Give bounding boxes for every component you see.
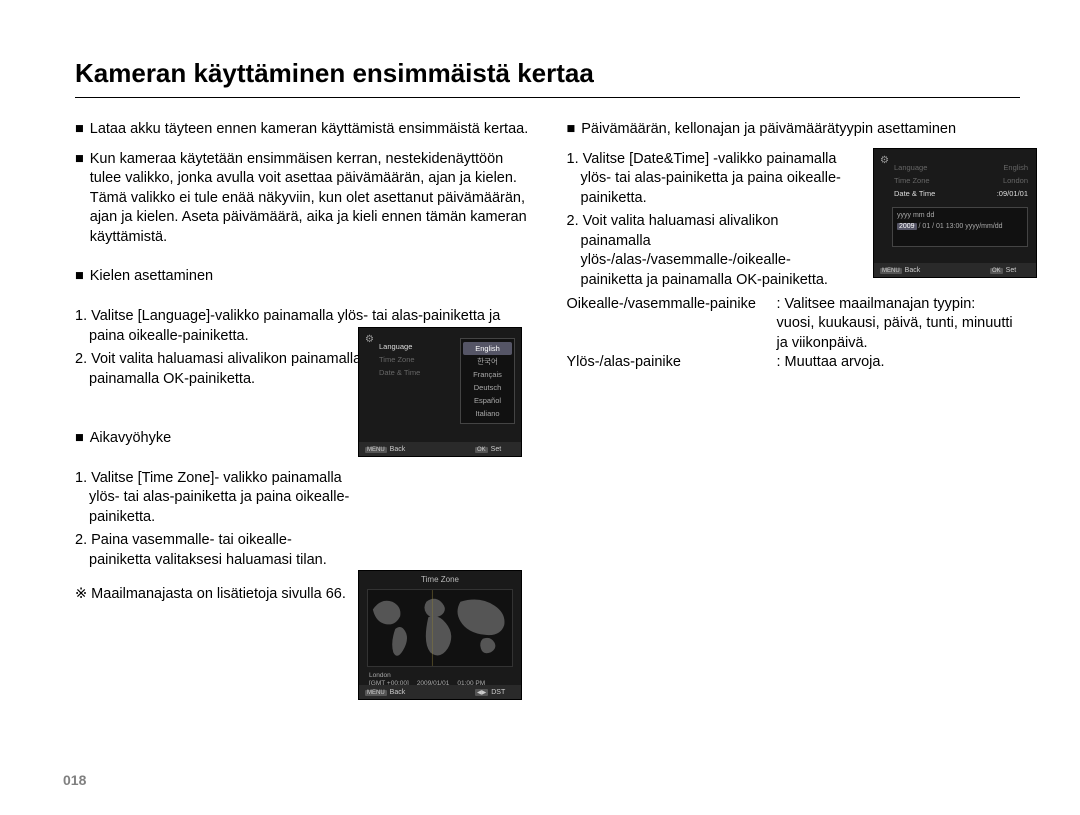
lcd-lang-option: English — [463, 342, 512, 355]
lcd-dt-menu-label: Date & Time — [894, 187, 935, 200]
lcd-footer-back: Back — [390, 689, 406, 696]
lcd-language-screenshot: ⚙ Language Time Zone Date & Time English… — [358, 327, 522, 457]
lcd-lang-menu-item: Date & Time — [379, 366, 449, 379]
lcd-dt-menu-item: Language English — [894, 161, 1028, 174]
lcd-dt-format: yyyy mm dd — [897, 212, 1023, 219]
rl-val2: vuosi, kuukausi, päivä, tunti, minuutti … — [777, 314, 1021, 353]
ud-val: : Muuttaa arvoja. — [777, 353, 1021, 373]
left-bullet-2: ■ Kun kameraa käytetään ensimmäisen kerr… — [75, 150, 529, 248]
lcd-datetime-screenshot: ⚙ Language English Time Zone London Date &… — [873, 148, 1037, 278]
lcd-dt-menu-label: Time Zone — [894, 174, 930, 187]
lcd-dt-menu-item: Time Zone London — [894, 174, 1028, 187]
lcd-footer-back: Back — [390, 446, 406, 453]
lcd-lang-dropdown: English 한국어 Français Deutsch Español Ita… — [460, 338, 515, 424]
ok-badge-icon: OK — [990, 268, 1003, 274]
lcd-lang-option: Español — [463, 394, 512, 407]
dt-steps-block: 1. Valitse [Date&Time] -valikko painamal… — [567, 150, 852, 291]
lcd-lang-option: Deutsch — [463, 381, 512, 394]
rl-key: Oikealle-/vasemmalle-painike — [567, 295, 777, 315]
rl-val1: : Valitsee maailmanajan tyypin: — [777, 295, 1021, 315]
rl-row: Oikealle-/vasemmalle-painike : Valitsee … — [567, 295, 1021, 315]
lcd-dt-value: 2009 / 01 / 01 13:00 yyyy/mm/dd — [897, 223, 1023, 230]
lcd-footer-back: Back — [905, 267, 921, 274]
page-number: 018 — [63, 772, 86, 788]
square-bullet-icon: ■ — [75, 150, 84, 248]
lcd-dt-year-highlight: 2009 — [897, 223, 917, 230]
arrows-badge-icon: ◀▶ — [475, 689, 488, 696]
lcd-dt-rest: / 01 / 01 13:00 yyyy/mm/dd — [919, 223, 1003, 230]
ud-row: Ylös-/alas-painike : Muuttaa arvoja. — [567, 353, 1021, 373]
lang-heading-row: ■ Kielen asettaminen — [75, 267, 529, 287]
tz-step-1: 1. Valitse [Time Zone]- valikko painamal… — [75, 469, 350, 528]
gear-icon: ⚙ — [880, 155, 889, 166]
tz-heading: Aikavyöhyke — [90, 429, 171, 449]
lcd-lang-option: Français — [463, 368, 512, 381]
lcd-tz-title: Time Zone — [359, 575, 521, 584]
lcd-dt-menu-value: English — [1003, 161, 1028, 174]
lcd-footer-dst: DST — [491, 689, 505, 696]
lcd-dt-menu-value: London — [1003, 174, 1028, 187]
ud-key: Ylös-/alas-painike — [567, 353, 777, 373]
dt-step-2: 2. Voit valita haluamasi alivalikon pain… — [567, 212, 852, 290]
lcd-dt-menulist: Language English Time Zone London Date & T… — [894, 161, 1028, 200]
ok-badge-icon: OK — [475, 447, 488, 453]
square-bullet-icon: ■ — [567, 120, 576, 140]
lcd-dt-menu-label: Language — [894, 161, 927, 174]
menu-badge-icon: MENU — [365, 690, 387, 696]
lcd-footer-set: Set — [491, 446, 502, 453]
lcd-lang-menu-item: Language — [379, 340, 449, 353]
left-bullet-1: ■ Lataa akku täyteen ennen kameran käytt… — [75, 120, 529, 140]
dt-step-1: 1. Valitse [Date&Time] -valikko painamal… — [567, 150, 852, 209]
lcd-dt-menu-value: :09/01/01 — [997, 187, 1028, 200]
dt-heading: Päivämäärän, kellonajan ja päivämäärätyy… — [581, 120, 956, 140]
menu-badge-icon: MENU — [880, 268, 902, 274]
rl-row-2: vuosi, kuukausi, päivä, tunti, minuutti … — [567, 314, 1021, 353]
lcd-dt-datebox: yyyy mm dd 2009 / 01 / 01 13:00 yyyy/mm/… — [892, 207, 1028, 247]
lcd-tz-footer: MENUBack ◀▶DST — [359, 685, 521, 699]
tz-step-2: 2. Paina vasemmalle- tai oikealle-painik… — [75, 531, 350, 570]
lcd-lang-option: 한국어 — [463, 355, 512, 368]
lcd-lang-menu-item: Time Zone — [379, 353, 449, 366]
lcd-dt-footer: MENUBack OKSet — [874, 263, 1036, 277]
lcd-timezone-screenshot: Time Zone London [GMT +00:00] 2009/01/01… — [358, 570, 522, 700]
square-bullet-icon: ■ — [75, 267, 84, 287]
left-p1: Lataa akku täyteen ennen kameran käyttäm… — [90, 120, 528, 140]
lcd-tz-city: London — [369, 672, 391, 679]
lcd-dt-menu-item: Date & Time :09/01/01 — [894, 187, 1028, 200]
dt-heading-row: ■ Päivämäärän, kellonajan ja päivämäärät… — [567, 120, 1021, 140]
gear-icon: ⚙ — [365, 334, 374, 345]
lcd-lang-menulist: Language Time Zone Date & Time — [379, 340, 449, 379]
rl-key-spacer — [567, 314, 777, 353]
page-title: Kameran käyttäminen ensimmäistä kertaa — [75, 58, 1020, 98]
square-bullet-icon: ■ — [75, 120, 84, 140]
square-bullet-icon: ■ — [75, 429, 84, 449]
world-map-icon — [368, 590, 512, 666]
tz-steps-block: 1. Valitse [Time Zone]- valikko painamal… — [75, 469, 529, 571]
left-p2: Kun kameraa käytetään ensimmäisen kerran… — [90, 150, 529, 248]
menu-badge-icon: MENU — [365, 447, 387, 453]
lang-heading: Kielen asettaminen — [90, 267, 213, 287]
lcd-footer-set: Set — [1006, 267, 1017, 274]
lcd-tz-worldmap — [367, 589, 513, 667]
lcd-lang-footer: MENUBack OKSet — [359, 442, 521, 456]
lcd-lang-option: Italiano — [463, 407, 512, 420]
